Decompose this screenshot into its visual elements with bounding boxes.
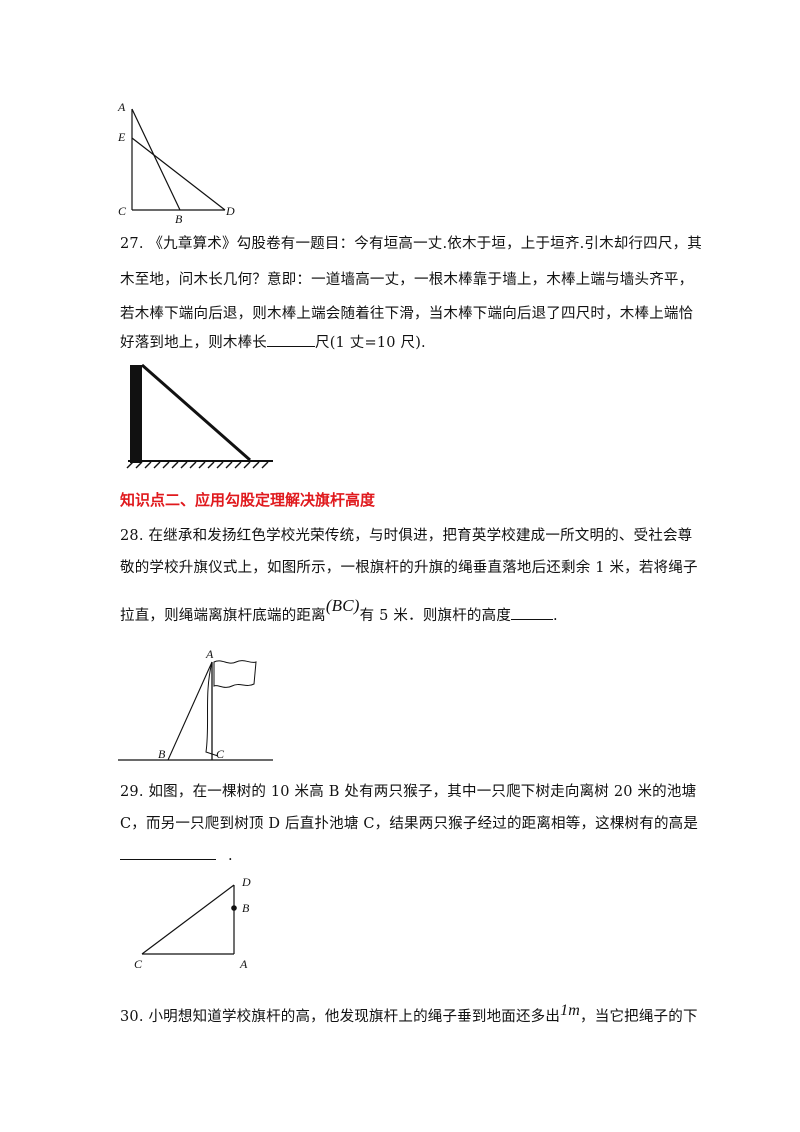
flagpole-label-a: A (205, 647, 214, 661)
q30-line-1: 30. 小明想知道学校旗杆的高，他发现旗杆上的绳子垂到地面还多出1m，当它把绳子… (120, 1002, 698, 1026)
q28-answer-blank[interactable] (511, 605, 554, 620)
q27-line-4: 好落到地上，则木棒长 尺(1 丈=10 尺). (120, 331, 426, 352)
q29-line-2: C，而另一只爬到树顶 D 后直扑池塘 C，结果两只猴子经过的距离相等，这棵树有的… (120, 816, 699, 832)
q27-line-2: 木至地，问木长几何？意即：一道墙高一丈，一根木棒靠于墙上，木棒上端与墙头齐平， (120, 272, 694, 288)
label-e: E (117, 130, 126, 144)
tree-label-b: B (242, 901, 250, 915)
q28-line-1: 28. 在继承和发扬红色学校光荣传统，与时俱进，把育英学校建成一所文明的、受社会… (120, 528, 693, 544)
q29-text-end: . (228, 848, 233, 864)
q28-text-before-math: 拉直，则绳端离旗杆底端的距离 (120, 608, 326, 624)
q30-text-after-math: ，当它把绳子的下 (580, 1009, 698, 1025)
q28-line-3: 拉直，则绳端离旗杆底端的距离(BC)有 5 米．则旗杆的高度. (120, 596, 558, 625)
q27-answer-blank[interactable] (267, 332, 315, 347)
tree-label-c: C (134, 957, 143, 971)
q27-line-1: 27. 《九章算术》勾股卷有一题目：今有垣高一丈.依木于垣，上于垣齐.引木却行四… (120, 236, 702, 252)
q29-line-1: 29. 如图，在一棵树的 10 米高 B 处有两只猴子，其中一只爬下树走向离树 … (120, 784, 697, 800)
label-d: D (225, 204, 235, 218)
label-c: C (118, 204, 127, 218)
flagpole-label-b: B (158, 747, 166, 761)
q30-math-1m: 1m (560, 1002, 581, 1019)
q30-text-before-math: 30. 小明想知道学校旗杆的高，他发现旗杆上的绳子垂到地面还多出 (120, 1009, 561, 1025)
label-a: A (117, 100, 126, 114)
q27-text-after-blank: 尺(1 丈=10 尺). (315, 335, 426, 351)
q27-line-3: 若木棒下端向后退，则木棒上端会随着往下滑，当木棒下端向后退了四尺时，木棒上端恰 (120, 306, 694, 322)
flagpole-label-c: C (216, 747, 225, 761)
label-b: B (175, 212, 183, 225)
q28-math-bc: (BC) (325, 596, 360, 615)
tree-label-d: D (241, 875, 251, 889)
q28-text-mid: 有 5 米．则旗杆的高度 (359, 608, 512, 624)
figure-ladder-triangle: A E C B D (117, 100, 235, 225)
tree-label-a: A (239, 957, 248, 971)
q28-line-2: 敬的学校升旗仪式上，如图所示，一根旗杆的升旗的绳垂直落地后还剩余 1 米，若将绳… (120, 560, 698, 576)
figure-wall-stick (126, 363, 273, 469)
q29-line-3: . (120, 845, 233, 864)
q28-text-end: . (553, 608, 558, 624)
q27-text-before-blank: 好落到地上，则木棒长 (120, 335, 267, 351)
figure-flagpole: A B C (118, 647, 273, 761)
figure-tree-triangle: D B C A (134, 875, 251, 971)
q29-answer-blank[interactable] (120, 845, 216, 860)
section-heading: 知识点二、应用勾股定理解决旗杆高度 (120, 491, 376, 509)
